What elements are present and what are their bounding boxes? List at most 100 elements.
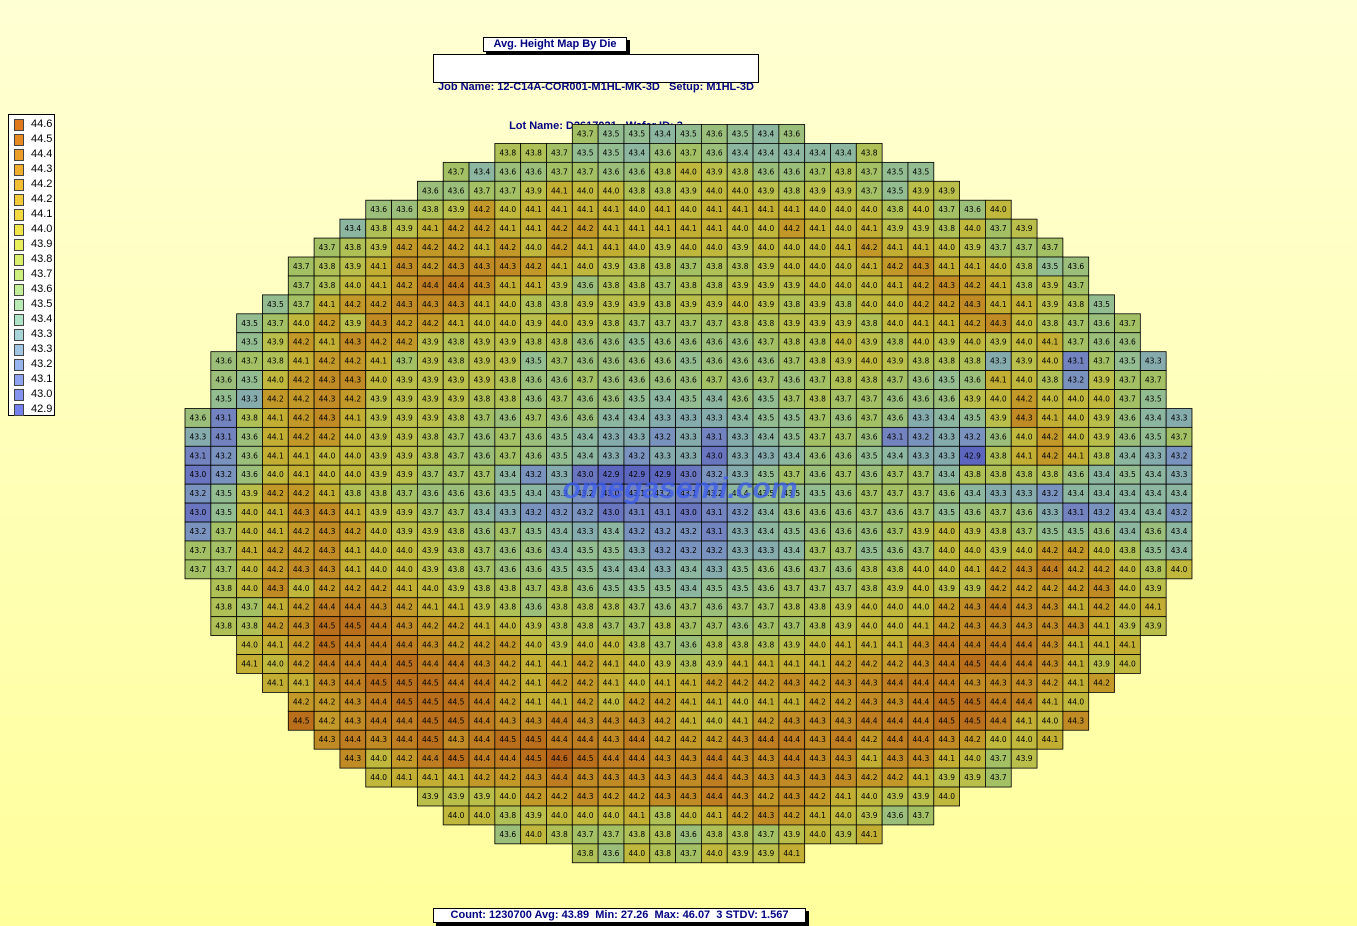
die-value: 43.8 <box>499 376 516 385</box>
die-value: 44.3 <box>525 773 542 782</box>
die-value: 43.5 <box>551 451 568 460</box>
die <box>1010 748 1038 769</box>
die-value: 44.0 <box>525 830 542 839</box>
die-value: 44.4 <box>861 716 878 725</box>
die-value: 43.2 <box>706 489 723 498</box>
die-value: 44.3 <box>887 697 904 706</box>
die-value: 43.9 <box>422 527 439 536</box>
die-value: 43.8 <box>499 603 516 612</box>
die-value: 44.4 <box>344 603 361 612</box>
die-value: 43.9 <box>938 186 955 195</box>
die-value: 43.9 <box>396 451 413 460</box>
die-value: 43.4 <box>758 508 775 517</box>
die-value: 43.8 <box>525 300 542 309</box>
die-value: 44.2 <box>938 300 955 309</box>
die-value: 44.0 <box>293 319 310 328</box>
die-value: 43.9 <box>783 830 800 839</box>
die-value: 43.6 <box>654 148 671 157</box>
die-value: 43.8 <box>887 565 904 574</box>
die-value: 43.4 <box>732 413 749 422</box>
die-value: 44.4 <box>448 281 465 290</box>
die-value: 43.4 <box>732 148 749 157</box>
die-value: 44.2 <box>396 754 413 763</box>
die-value: 43.6 <box>706 148 723 157</box>
die-value: 43.3 <box>938 432 955 441</box>
die-value: 43.8 <box>680 281 697 290</box>
die-value: 44.0 <box>1067 413 1084 422</box>
die-value: 43.6 <box>783 167 800 176</box>
die-value: 44.3 <box>448 735 465 744</box>
die-value: 43.9 <box>1016 224 1033 233</box>
die-value: 43.8 <box>654 300 671 309</box>
die-value: 43.3 <box>913 451 930 460</box>
die-value: 43.6 <box>577 394 594 403</box>
die-value: 44.1 <box>370 281 387 290</box>
die <box>1036 729 1064 750</box>
die-value: 44.1 <box>344 413 361 422</box>
die-value: 44.0 <box>861 792 878 801</box>
die-value: 44.4 <box>577 735 594 744</box>
die-value: 43.7 <box>809 565 826 574</box>
die-value: 43.7 <box>448 451 465 460</box>
die-value: 44.3 <box>758 754 775 763</box>
legend-swatch <box>14 269 24 281</box>
die-value: 43.7 <box>190 546 207 555</box>
die-value: 43.9 <box>913 186 930 195</box>
die-value: 43.6 <box>654 603 671 612</box>
die-value: 44.1 <box>1067 678 1084 687</box>
die-value: 44.0 <box>577 811 594 820</box>
die-value: 44.0 <box>267 660 284 669</box>
die-value: 43.8 <box>525 148 542 157</box>
die-value: 43.9 <box>422 338 439 347</box>
legend-label: 43.2 <box>31 358 53 370</box>
die-value: 44.1 <box>1016 716 1033 725</box>
die-value: 43.9 <box>396 432 413 441</box>
die-value: 44.3 <box>1093 584 1110 593</box>
die-value: 44.2 <box>396 243 413 252</box>
die-value: 43.6 <box>499 830 516 839</box>
die-value: 43.8 <box>422 432 439 441</box>
die-value: 43.7 <box>887 376 904 385</box>
die-value: 44.3 <box>1016 603 1033 612</box>
die-value: 43.6 <box>758 357 775 366</box>
die-value: 43.9 <box>448 394 465 403</box>
die-value: 44.1 <box>809 811 826 820</box>
legend-label: 44.0 <box>31 223 53 235</box>
die-value: 43.9 <box>758 262 775 271</box>
die-value: 44.1 <box>267 527 284 536</box>
die-value: 43.8 <box>706 281 723 290</box>
die-value: 44.4 <box>964 641 981 650</box>
die-value: 43.8 <box>783 300 800 309</box>
die <box>1062 710 1090 731</box>
die-value: 44.1 <box>525 697 542 706</box>
die-value: 44.3 <box>628 716 645 725</box>
die-value: 43.6 <box>370 205 387 214</box>
die-value: 44.1 <box>603 205 620 214</box>
die-value: 43.8 <box>474 394 491 403</box>
die-value: 43.6 <box>732 357 749 366</box>
die-value: 44.4 <box>448 678 465 687</box>
die <box>1088 673 1115 693</box>
die-value: 43.8 <box>654 262 671 271</box>
legend-swatch <box>14 299 24 311</box>
die-value: 43.9 <box>913 527 930 536</box>
die-value: 44.4 <box>474 735 491 744</box>
die-value: 43.4 <box>1119 527 1136 536</box>
die-value: 44.0 <box>370 546 387 555</box>
die-value: 44.3 <box>1016 565 1033 574</box>
die-value: 43.2 <box>628 527 645 536</box>
die-value: 44.2 <box>448 243 465 252</box>
die-value: 43.3 <box>758 451 775 460</box>
die-value: 44.2 <box>422 262 439 271</box>
die-value: 43.4 <box>938 413 955 422</box>
die <box>985 767 1012 788</box>
die-value: 43.5 <box>1067 527 1084 536</box>
die-value: 43.5 <box>1042 527 1059 536</box>
die-value: 44.3 <box>732 735 749 744</box>
die-value: 44.0 <box>732 697 749 706</box>
die-value: 43.3 <box>628 546 645 555</box>
die-value: 43.3 <box>499 508 516 517</box>
die-value: 44.0 <box>1093 546 1110 555</box>
die-value: 43.6 <box>241 470 258 479</box>
die-value: 43.9 <box>396 224 413 233</box>
